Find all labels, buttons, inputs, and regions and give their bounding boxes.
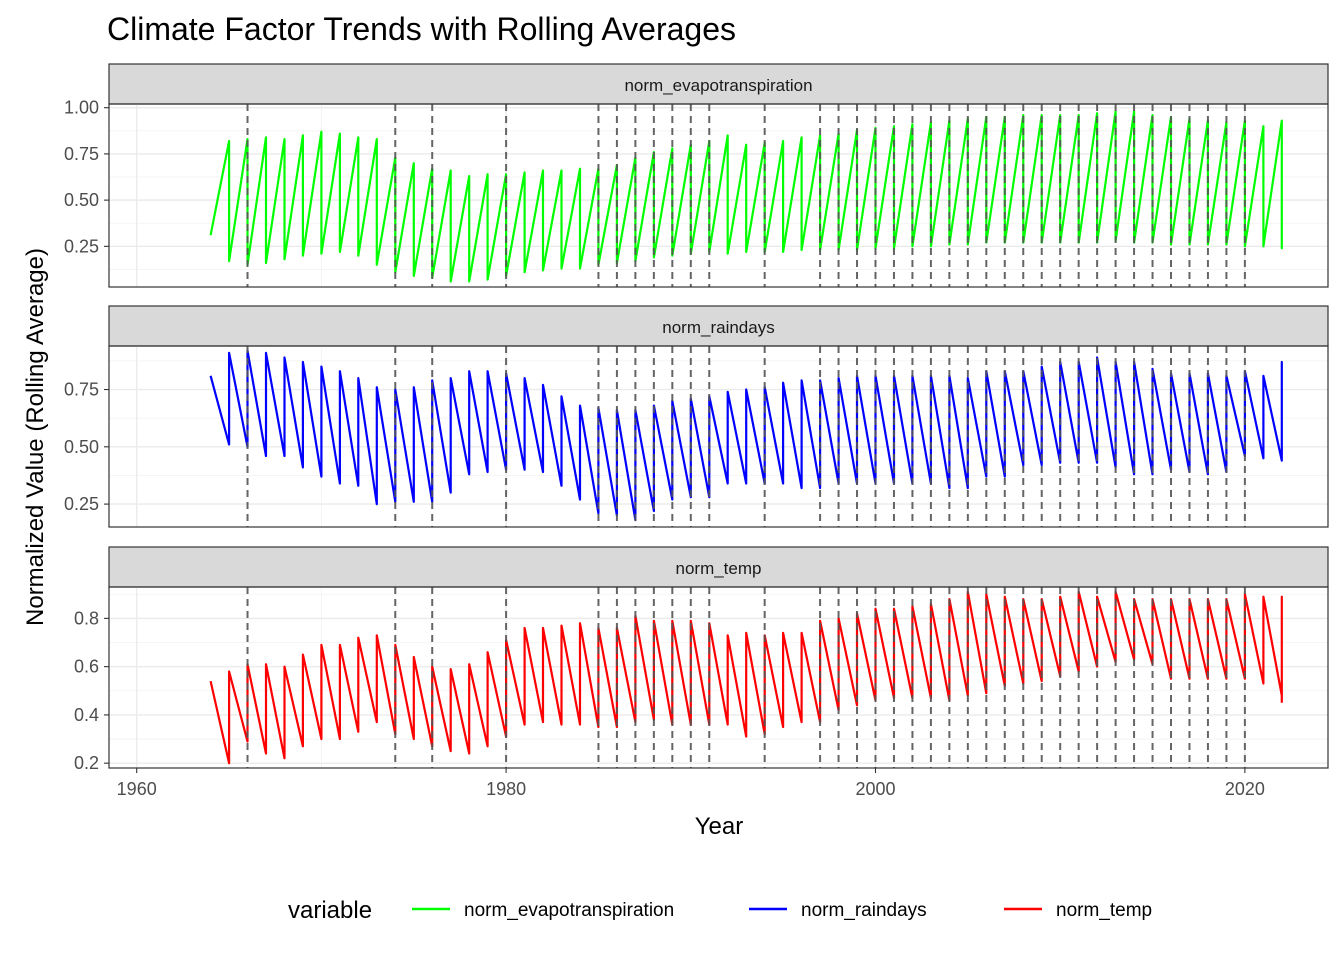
y-tick-label: 0.6 [74,657,99,677]
facet-strip [108,63,1329,105]
panel-border [108,103,1329,288]
y-tick-label: 0.8 [74,608,99,628]
y-tick-label: 0.2 [74,753,99,773]
y-tick-label: 1.00 [64,98,99,118]
y-tick-label: 0.25 [64,494,99,514]
facet-strip [108,546,1329,588]
x-tick-label: 2000 [855,779,895,799]
panel-border [108,345,1329,528]
x-tick-label: 2020 [1225,779,1265,799]
series-line-norm_raindays [209,349,1283,522]
facet-strip-label: norm_temp [676,559,762,578]
legend-title: variable [288,897,372,924]
facet-panel-norm_raindays: norm_raindays 0.25 0.50 0.75 [64,305,1329,528]
y-tick-label: 0.75 [64,380,99,400]
y-tick-label: 0.75 [64,144,99,164]
chart-title: Climate Factor Trends with Rolling Avera… [107,11,736,47]
x-axis-title: Year [695,813,744,840]
facet-strip-label: norm_evapotranspiration [624,76,812,95]
facet-panel-norm_temp: norm_temp 0.2 0.4 0.6 0.8 [74,546,1329,773]
y-tick-label: 0.25 [64,236,99,256]
series-line-norm_temp [209,590,1283,765]
legend-label-norm_evapotranspiration: norm_evapotranspiration [464,900,674,921]
x-tick-label: 1980 [486,779,526,799]
y-tick-label: 0.50 [64,190,99,210]
series-line-norm_evapotranspiration [209,110,1283,283]
legend-label-norm_raindays: norm_raindays [801,900,927,921]
panel-border [108,586,1329,769]
legend-label-norm_temp: norm_temp [1056,900,1152,921]
y-tick-label: 0.50 [64,437,99,457]
legend: variable norm_evapotranspiration norm_rai… [288,897,1152,924]
y-tick-label: 0.4 [74,705,99,725]
y-axis-title: Normalized Value (Rolling Average) [22,248,49,626]
facet-panels: norm_evapotranspiration0.250.500.751.00n… [64,63,1329,799]
x-tick-label: 1960 [117,779,157,799]
facet-strip-label: norm_raindays [662,318,774,337]
facet-panel-norm_evapotranspiration: norm_evapotranspiration 0.25 0.50 0.75 1.00 [64,63,1329,288]
